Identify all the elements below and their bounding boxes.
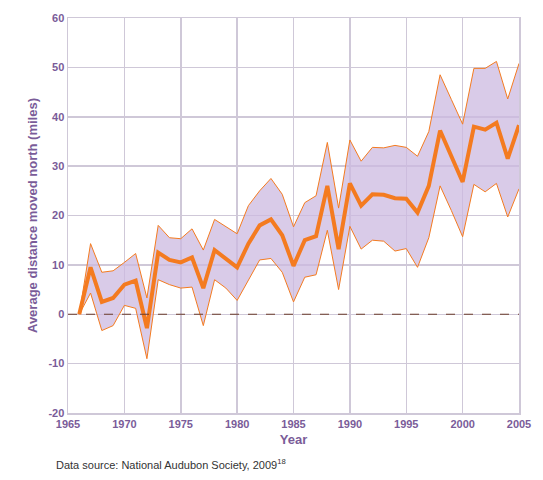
svg-text:50: 50 [52,61,64,73]
svg-text:1995: 1995 [394,418,418,430]
svg-text:Data source: National Audubon: Data source: National Audubon Society, 2… [56,457,286,471]
svg-text:Average distance moved north (: Average distance moved north (miles) [25,98,40,333]
svg-text:1985: 1985 [281,418,305,430]
svg-text:2000: 2000 [450,418,474,430]
svg-text:-20: -20 [48,407,64,419]
svg-text:20: 20 [52,209,64,221]
svg-text:2005: 2005 [507,418,531,430]
svg-text:1975: 1975 [169,418,193,430]
svg-text:60: 60 [52,12,64,24]
svg-text:0: 0 [58,308,64,320]
svg-text:-10: -10 [48,357,64,369]
svg-text:Year: Year [280,432,307,447]
svg-text:1970: 1970 [112,418,136,430]
svg-text:30: 30 [52,160,64,172]
svg-text:1965: 1965 [56,418,80,430]
svg-text:1990: 1990 [338,418,362,430]
svg-text:40: 40 [52,111,64,123]
svg-text:10: 10 [52,259,64,271]
svg-text:1980: 1980 [225,418,249,430]
